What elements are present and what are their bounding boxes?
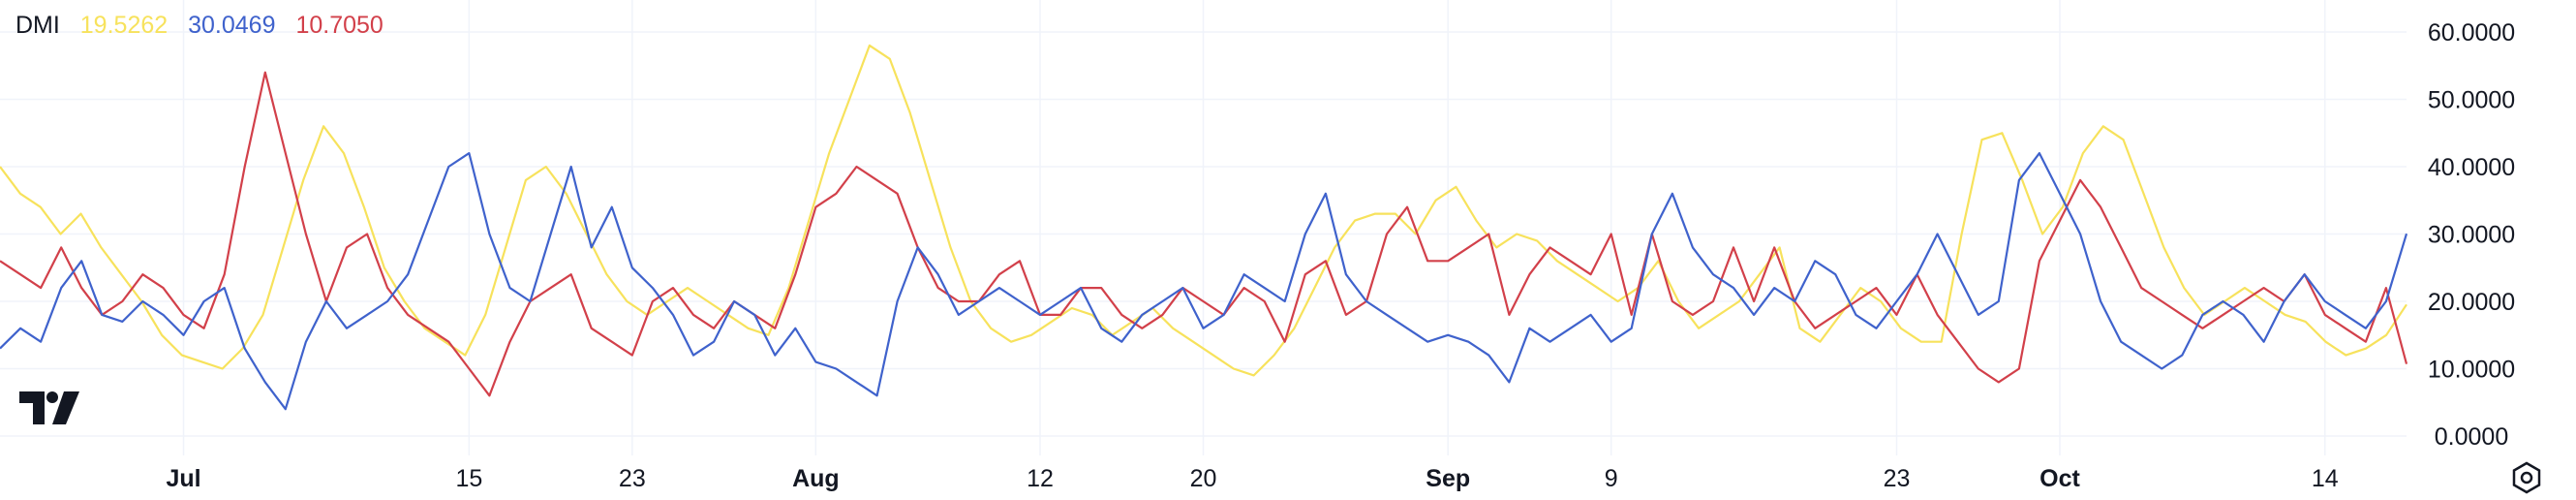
x-tick-label: 9 [1605,465,1618,492]
x-tick-label: Sep [1426,465,1470,492]
y-tick-label: 20.0000 [2428,289,2515,316]
y-tick-label: 30.0000 [2428,222,2515,249]
x-tick-label: 15 [455,465,482,492]
x-axis: Jul 15 23 Aug 12 20 Sep 9 23 Oct 14 [166,465,2338,492]
x-tick-label: 20 [1190,465,1217,492]
series-line-minus-di [0,71,2408,397]
adx-value: 19.5262 [79,12,169,39]
series-line-plus-di [0,152,2408,411]
y-tick-label: 40.0000 [2428,154,2515,181]
minus-di-value: 10.7050 [295,12,383,39]
y-tick-label: 0.0000 [2435,423,2508,451]
plus-di-value: 30.0469 [188,12,276,39]
x-tick-label: 14 [2312,465,2339,492]
x-tick-label: 12 [1027,465,1054,492]
grid [0,0,2407,455]
x-tick-label: Jul [166,465,200,492]
series-lines [0,44,2408,411]
x-tick-label: 23 [619,465,646,492]
y-axis: 60.0000 50.0000 40.0000 30.0000 20.0000 10.00… [2428,19,2515,451]
y-tick-label: 60.0000 [2428,19,2515,47]
tradingview-logo[interactable] [19,391,81,429]
y-tick-label: 10.0000 [2428,357,2515,384]
x-tick-label: Oct [2039,465,2080,492]
x-tick-label: 23 [1884,465,1911,492]
legend: DMI 19.5262 30.0469 10.7050 [15,12,397,40]
settings-icon[interactable] [2510,461,2543,499]
series-line-adx [0,44,2407,377]
y-tick-label: 50.0000 [2428,87,2515,114]
x-tick-label: Aug [792,465,840,492]
indicator-name: DMI [15,12,60,39]
